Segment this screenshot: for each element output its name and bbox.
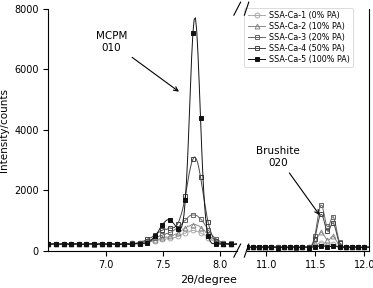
SSA-Ca-5 (100% PA)	[46, 242, 51, 246]
SSA-Ca-5 (100% PA)	[193, 16, 198, 20]
SSA-Ca-1 (0% PA)	[122, 242, 127, 245]
SSA-Ca-3 (20% PA)	[49, 243, 53, 246]
SSA-Ca-4 (50% PA)	[122, 243, 127, 246]
Line: SSA-Ca-1 (0% PA): SSA-Ca-1 (0% PA)	[46, 228, 240, 247]
SSA-Ca-4 (50% PA)	[178, 216, 182, 219]
Y-axis label: Intensity/counts: Intensity/counts	[0, 88, 9, 172]
SSA-Ca-1 (0% PA)	[192, 229, 197, 232]
SSA-Ca-4 (50% PA)	[110, 242, 114, 245]
SSA-Ca-4 (50% PA)	[192, 155, 197, 159]
SSA-Ca-4 (50% PA)	[235, 242, 239, 246]
SSA-Ca-5 (100% PA)	[146, 240, 151, 244]
SSA-Ca-2 (10% PA)	[154, 238, 159, 241]
Line: SSA-Ca-5 (100% PA): SSA-Ca-5 (100% PA)	[46, 15, 240, 247]
SSA-Ca-1 (0% PA)	[70, 243, 75, 246]
SSA-Ca-3 (20% PA)	[146, 238, 151, 242]
SSA-Ca-5 (100% PA)	[205, 227, 209, 230]
SSA-Ca-4 (50% PA)	[146, 237, 151, 240]
SSA-Ca-5 (100% PA)	[110, 242, 114, 246]
Text: 2θ/degree: 2θ/degree	[181, 275, 237, 285]
SSA-Ca-3 (20% PA)	[178, 223, 182, 227]
SSA-Ca-3 (20% PA)	[46, 242, 51, 245]
SSA-Ca-1 (0% PA)	[110, 242, 114, 246]
SSA-Ca-1 (0% PA)	[178, 234, 182, 237]
Line: SSA-Ca-2 (10% PA): SSA-Ca-2 (10% PA)	[46, 222, 240, 247]
SSA-Ca-4 (50% PA)	[154, 233, 159, 236]
SSA-Ca-3 (20% PA)	[235, 242, 239, 246]
SSA-Ca-4 (50% PA)	[205, 214, 209, 218]
SSA-Ca-5 (100% PA)	[154, 232, 159, 236]
SSA-Ca-2 (10% PA)	[110, 242, 114, 246]
SSA-Ca-2 (10% PA)	[122, 242, 127, 245]
SSA-Ca-3 (20% PA)	[205, 226, 209, 229]
SSA-Ca-1 (0% PA)	[205, 236, 209, 239]
Legend: SSA-Ca-1 (0% PA), SSA-Ca-2 (10% PA), SSA-Ca-3 (20% PA), SSA-Ca-4 (50% PA), SSA-C: SSA-Ca-1 (0% PA), SSA-Ca-2 (10% PA), SSA…	[244, 8, 353, 67]
SSA-Ca-2 (10% PA)	[235, 242, 239, 246]
SSA-Ca-4 (50% PA)	[46, 242, 51, 246]
SSA-Ca-5 (100% PA)	[66, 243, 71, 246]
SSA-Ca-2 (10% PA)	[205, 232, 209, 235]
SSA-Ca-1 (0% PA)	[46, 243, 51, 246]
SSA-Ca-2 (10% PA)	[59, 243, 63, 246]
SSA-Ca-1 (0% PA)	[235, 242, 239, 246]
Line: SSA-Ca-3 (20% PA): SSA-Ca-3 (20% PA)	[46, 212, 240, 247]
SSA-Ca-2 (10% PA)	[46, 243, 51, 246]
SSA-Ca-5 (100% PA)	[122, 242, 127, 246]
Line: SSA-Ca-4 (50% PA): SSA-Ca-4 (50% PA)	[46, 154, 240, 247]
SSA-Ca-3 (20% PA)	[189, 213, 194, 217]
SSA-Ca-5 (100% PA)	[178, 228, 182, 231]
Text: MCPM
010: MCPM 010	[96, 31, 178, 91]
SSA-Ca-2 (10% PA)	[178, 230, 182, 234]
SSA-Ca-3 (20% PA)	[110, 242, 114, 246]
SSA-Ca-1 (0% PA)	[146, 240, 151, 244]
SSA-Ca-4 (50% PA)	[81, 243, 85, 246]
Text: Brushite
020: Brushite 020	[256, 146, 319, 214]
SSA-Ca-3 (20% PA)	[154, 236, 159, 239]
SSA-Ca-2 (10% PA)	[193, 223, 198, 226]
SSA-Ca-2 (10% PA)	[146, 240, 151, 243]
SSA-Ca-1 (0% PA)	[154, 239, 159, 242]
SSA-Ca-5 (100% PA)	[235, 242, 239, 246]
SSA-Ca-3 (20% PA)	[122, 242, 127, 246]
